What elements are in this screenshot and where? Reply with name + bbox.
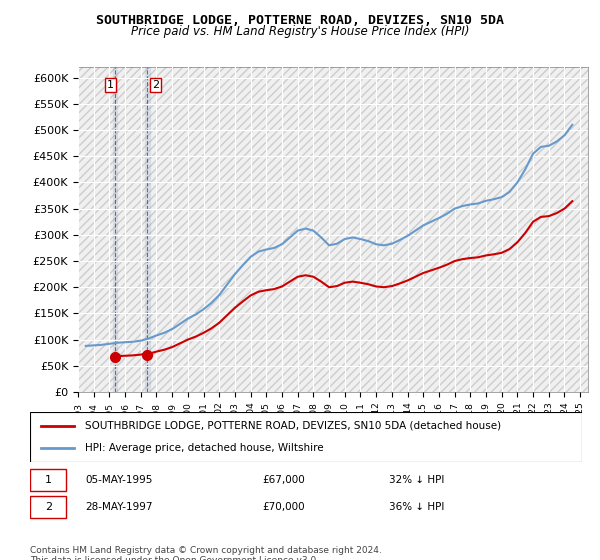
Text: 05-MAY-1995: 05-MAY-1995 [85,475,152,485]
Text: SOUTHBRIDGE LODGE, POTTERNE ROAD, DEVIZES, SN10 5DA (detached house): SOUTHBRIDGE LODGE, POTTERNE ROAD, DEVIZE… [85,421,502,431]
Text: 1: 1 [45,475,52,485]
Text: £70,000: £70,000 [262,502,304,512]
Text: 28-MAY-1997: 28-MAY-1997 [85,502,152,512]
FancyBboxPatch shape [30,496,66,518]
Bar [145,67,149,392]
Text: 32% ↓ HPI: 32% ↓ HPI [389,475,444,485]
Text: HPI: Average price, detached house, Wiltshire: HPI: Average price, detached house, Wilt… [85,443,324,453]
Text: 2: 2 [152,80,159,90]
Text: £67,000: £67,000 [262,475,305,485]
Bar [113,67,117,392]
Text: Price paid vs. HM Land Registry's House Price Index (HPI): Price paid vs. HM Land Registry's House … [131,25,469,38]
FancyBboxPatch shape [30,469,66,491]
Text: SOUTHBRIDGE LODGE, POTTERNE ROAD, DEVIZES, SN10 5DA: SOUTHBRIDGE LODGE, POTTERNE ROAD, DEVIZE… [96,14,504,27]
Text: Contains HM Land Registry data © Crown copyright and database right 2024.
This d: Contains HM Land Registry data © Crown c… [30,546,382,560]
Text: 2: 2 [44,502,52,512]
Text: 36% ↓ HPI: 36% ↓ HPI [389,502,444,512]
Text: 1: 1 [107,80,114,90]
